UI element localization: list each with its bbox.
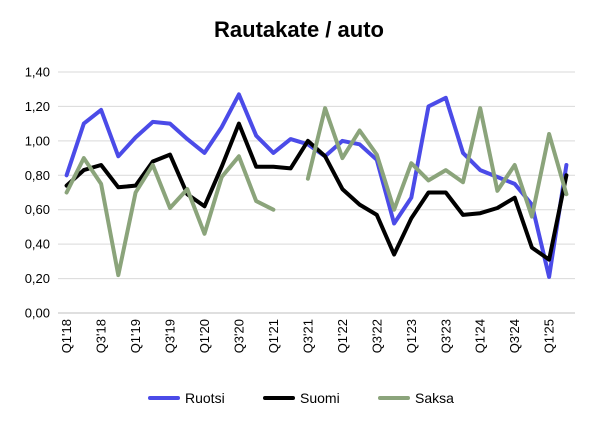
x-tick-label: Q3'23	[438, 319, 453, 353]
x-tick-label: Q1'21	[266, 319, 281, 353]
y-tick-label: 0,60	[25, 202, 50, 217]
y-tick-label: 0,40	[25, 237, 50, 252]
x-tick-label: Q1'23	[404, 319, 419, 353]
y-tick-label: 0,20	[25, 271, 50, 286]
x-tick-label: Q1'22	[335, 319, 350, 353]
x-tick-label: Q1'20	[197, 319, 212, 353]
x-tick-label: Q1'18	[59, 319, 74, 353]
series-line-saksa	[64, 154, 276, 278]
x-tick-label: Q3'19	[163, 319, 178, 353]
y-tick-label: 1,20	[25, 99, 50, 114]
x-tick-label: Q1'24	[473, 319, 488, 353]
y-tick-label: 0,00	[25, 306, 50, 321]
legend: Ruotsi Suomi Saksa	[148, 390, 454, 406]
legend-label-saksa: Saksa	[415, 390, 454, 406]
y-tick-label: 0,80	[25, 168, 50, 183]
chart-title: Rautakate / auto	[214, 17, 384, 42]
series-line-saksa	[305, 106, 569, 219]
x-tick-label: Q1'25	[542, 319, 557, 353]
y-tick-label: 1,00	[25, 133, 50, 148]
x-tick-label: Q1'19	[128, 319, 143, 353]
x-tick-label: Q3'20	[231, 319, 246, 353]
y-tick-label: 1,40	[25, 65, 50, 80]
y-axis-ticks: 0,00 0,20 0,40 0,60 0,80 1,00 1,20 1,40	[25, 65, 50, 321]
x-tick-label: Q3'22	[369, 319, 384, 353]
x-tick-label: Q3'21	[300, 319, 315, 353]
x-axis-ticks: Q1'18 Q3'18 Q1'19 Q3'19 Q1'20 Q3'20 Q1'21 Q3'21…	[59, 319, 557, 353]
series-lines	[64, 92, 569, 279]
x-tick-label: Q3'24	[507, 319, 522, 353]
legend-label-suomi: Suomi	[300, 390, 340, 406]
legend-label-ruotsi: Ruotsi	[185, 390, 225, 406]
x-tick-label: Q3'18	[94, 319, 109, 353]
